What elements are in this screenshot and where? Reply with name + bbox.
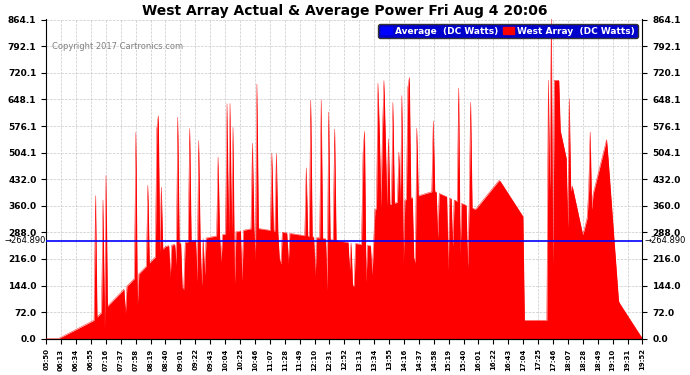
Text: →264.890: →264.890 (644, 236, 686, 245)
Text: →264.890: →264.890 (4, 236, 46, 245)
Text: Copyright 2017 Cartronics.com: Copyright 2017 Cartronics.com (52, 42, 184, 51)
Legend: Average  (DC Watts), West Array  (DC Watts): Average (DC Watts), West Array (DC Watts… (378, 24, 638, 38)
Title: West Array Actual & Average Power Fri Aug 4 20:06: West Array Actual & Average Power Fri Au… (141, 4, 547, 18)
